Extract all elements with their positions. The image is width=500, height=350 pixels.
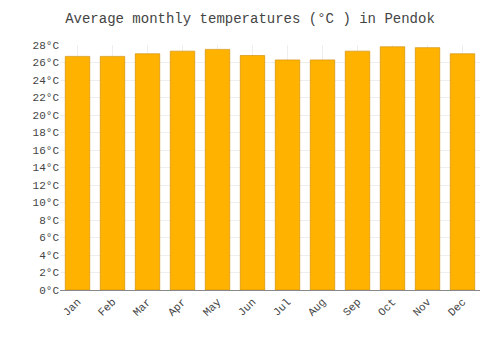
svg-text:2°C: 2°C <box>39 267 59 279</box>
svg-text:18°C: 18°C <box>33 127 60 139</box>
svg-text:28°C: 28°C <box>33 40 60 52</box>
svg-text:16°C: 16°C <box>33 145 60 157</box>
svg-text:Jul: Jul <box>271 296 293 318</box>
svg-text:6°C: 6°C <box>39 232 59 244</box>
svg-text:12°C: 12°C <box>33 180 60 192</box>
svg-text:Nov: Nov <box>411 296 434 319</box>
svg-text:Apr: Apr <box>166 296 188 318</box>
svg-text:May: May <box>201 296 224 319</box>
svg-text:Average monthly temperatures (: Average monthly temperatures (°C ) in Pe… <box>65 11 435 27</box>
svg-text:10°C: 10°C <box>33 197 60 209</box>
svg-text:14°C: 14°C <box>33 162 60 174</box>
svg-text:Aug: Aug <box>306 296 328 318</box>
svg-text:Mar: Mar <box>131 296 153 318</box>
svg-text:Dec: Dec <box>446 296 468 318</box>
svg-text:20°C: 20°C <box>33 110 60 122</box>
svg-text:22°C: 22°C <box>33 92 60 104</box>
svg-text:Oct: Oct <box>376 296 398 318</box>
svg-text:4°C: 4°C <box>39 250 59 262</box>
svg-text:Feb: Feb <box>96 296 118 318</box>
svg-text:Jun: Jun <box>236 296 258 318</box>
svg-text:26°C: 26°C <box>33 57 60 69</box>
svg-text:8°C: 8°C <box>39 215 59 227</box>
svg-text:Jan: Jan <box>61 296 83 318</box>
svg-text:0°C: 0°C <box>39 285 59 297</box>
svg-text:24°C: 24°C <box>33 75 60 87</box>
svg-text:Sep: Sep <box>341 296 363 318</box>
